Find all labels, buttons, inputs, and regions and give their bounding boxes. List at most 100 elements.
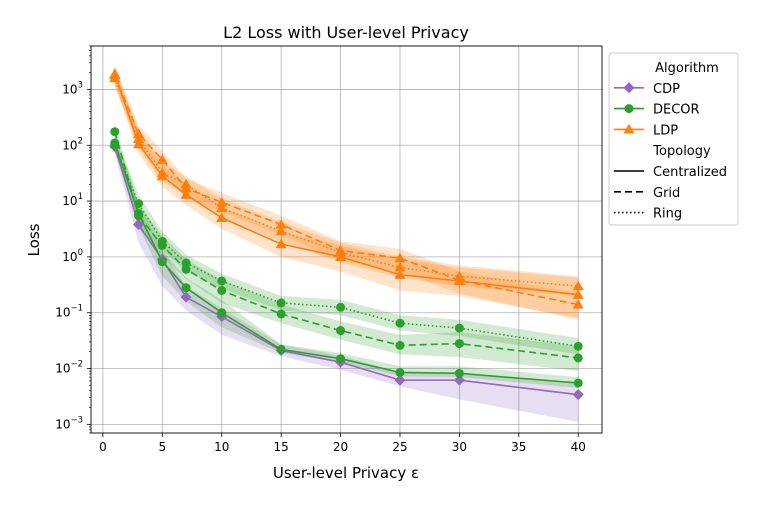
legend-grid-label: Grid	[653, 186, 680, 201]
ldp-ring-point	[335, 246, 347, 257]
series-lines	[113, 73, 579, 396]
legend-box	[608, 52, 739, 226]
decor-grid-point	[573, 353, 583, 363]
decor-ring-point	[336, 302, 346, 312]
ldp-grid-point	[394, 252, 406, 263]
decor-grid-point	[395, 340, 405, 350]
decor-ring-point	[110, 140, 120, 150]
decor-grid-line	[113, 131, 579, 359]
decor-centralized-point	[181, 283, 191, 293]
ldp-ring-point	[133, 133, 145, 144]
ldp-ring-point	[180, 178, 192, 189]
ldp-grid-point	[275, 219, 287, 229]
ldp-centralized-point	[394, 269, 406, 279]
decor-grid-point	[336, 326, 346, 336]
ldp-grid-point	[572, 299, 584, 309]
ldp-grid-point	[156, 154, 168, 164]
decor-grid-point	[217, 286, 227, 296]
ldp-centralized-line	[114, 73, 579, 296]
decor-centralized-line	[114, 142, 579, 384]
decor-ring-point	[395, 318, 405, 328]
decor-centralized-point	[217, 308, 227, 318]
cdp-centralized-point	[394, 374, 406, 386]
ldp-centralized-point	[275, 238, 287, 249]
legend-centralized-label: Centralized	[653, 165, 727, 180]
legend-cdp-marker	[623, 82, 635, 94]
ldp-ring-point	[572, 280, 584, 291]
decor-ring-band	[114, 137, 579, 355]
series-markers	[109, 68, 584, 401]
y-tick-label: 102	[62, 136, 83, 152]
ldp-centralized-point	[180, 189, 192, 199]
cdp-centralized-point	[180, 291, 192, 303]
decor-ring-line	[114, 144, 579, 348]
decor-grid-band	[114, 123, 579, 372]
decor-centralized-point	[395, 367, 405, 377]
y-tick-label: 10−2	[55, 360, 83, 376]
y-tick-label: 100	[62, 248, 83, 264]
decor-centralized-point	[573, 378, 583, 388]
ldp-grid-point	[216, 196, 228, 207]
decor-ring-point	[217, 276, 227, 286]
legend: Algorithm CDP DECOR LDP Topology Centralized G…	[608, 52, 739, 226]
cdp-centralized-line	[114, 146, 579, 396]
legend-ring-label: Ring	[653, 207, 682, 222]
ldp-centralized-band	[114, 65, 579, 319]
legend-decor-marker	[624, 104, 634, 114]
ldp-ring-point	[394, 261, 406, 272]
decor-centralized-point	[157, 257, 167, 267]
decor-ring-point	[157, 236, 167, 246]
legend-cdp-label: CDP	[653, 82, 680, 97]
decor-grid-point	[110, 127, 120, 137]
grid-lines	[91, 46, 602, 433]
ldp-centralized-point	[133, 138, 145, 149]
chart-title: L2 Loss with User-level Privacy	[223, 23, 469, 42]
y-tick-label: 103	[62, 80, 83, 96]
ldp-ring-point	[109, 72, 121, 83]
decor-grid-point	[134, 211, 144, 221]
plot-frame	[90, 45, 603, 434]
x-tick-label: 35	[511, 440, 526, 454]
decor-grid-point	[454, 339, 464, 349]
x-tick-label: 25	[392, 440, 407, 454]
x-tick-label: 0	[99, 440, 107, 454]
ldp-ring-point	[156, 167, 168, 178]
axis-ticks: 0 5 10 15 20 25 30 35 40 10−3 10−2 10−1 100 101 102 103	[55, 45, 586, 454]
legend-header-topology: Topology	[652, 144, 711, 159]
decor-grid-point	[276, 309, 286, 319]
ldp-centralized-point	[216, 212, 228, 223]
decor-ring-point	[454, 323, 464, 333]
decor-centralized-point	[336, 354, 346, 364]
cdp-centralized-point	[133, 219, 145, 231]
x-axis-label: User-level Privacy ε	[273, 464, 419, 482]
ldp-grid-line	[114, 74, 579, 306]
x-tick-label: 20	[333, 440, 348, 454]
x-tick-label: 5	[158, 440, 166, 454]
decor-centralized-point	[276, 344, 286, 354]
legend-ldp-marker	[623, 123, 635, 134]
decor-ring-point	[573, 341, 583, 351]
ldp-grid-point	[133, 128, 145, 138]
cdp-centralized-band	[114, 138, 579, 423]
x-tick-label: 15	[273, 440, 288, 454]
decor-centralized-band	[114, 135, 579, 388]
decor-grid-point	[181, 264, 191, 274]
ldp-ring-point	[216, 202, 228, 213]
decor-ring-point	[134, 199, 144, 209]
legend-header-algorithm: Algorithm	[655, 61, 719, 76]
x-tick-label: 10	[214, 440, 229, 454]
decor-ring-point	[181, 258, 191, 268]
cdp-centralized-point	[453, 374, 465, 386]
cdp-centralized-point	[572, 389, 584, 401]
y-tick-label: 101	[62, 192, 83, 208]
ldp-centralized-point	[572, 289, 584, 299]
ldp-ring-point	[275, 225, 287, 236]
legend-decor-label: DECOR	[653, 103, 700, 118]
ldp-ring-point	[453, 270, 465, 281]
x-tick-label: 40	[571, 440, 586, 454]
y-tick-label: 10−1	[55, 304, 83, 320]
decor-centralized-point	[454, 368, 464, 378]
y-tick-label: 10−3	[55, 415, 83, 431]
decor-ring-point	[276, 298, 286, 308]
